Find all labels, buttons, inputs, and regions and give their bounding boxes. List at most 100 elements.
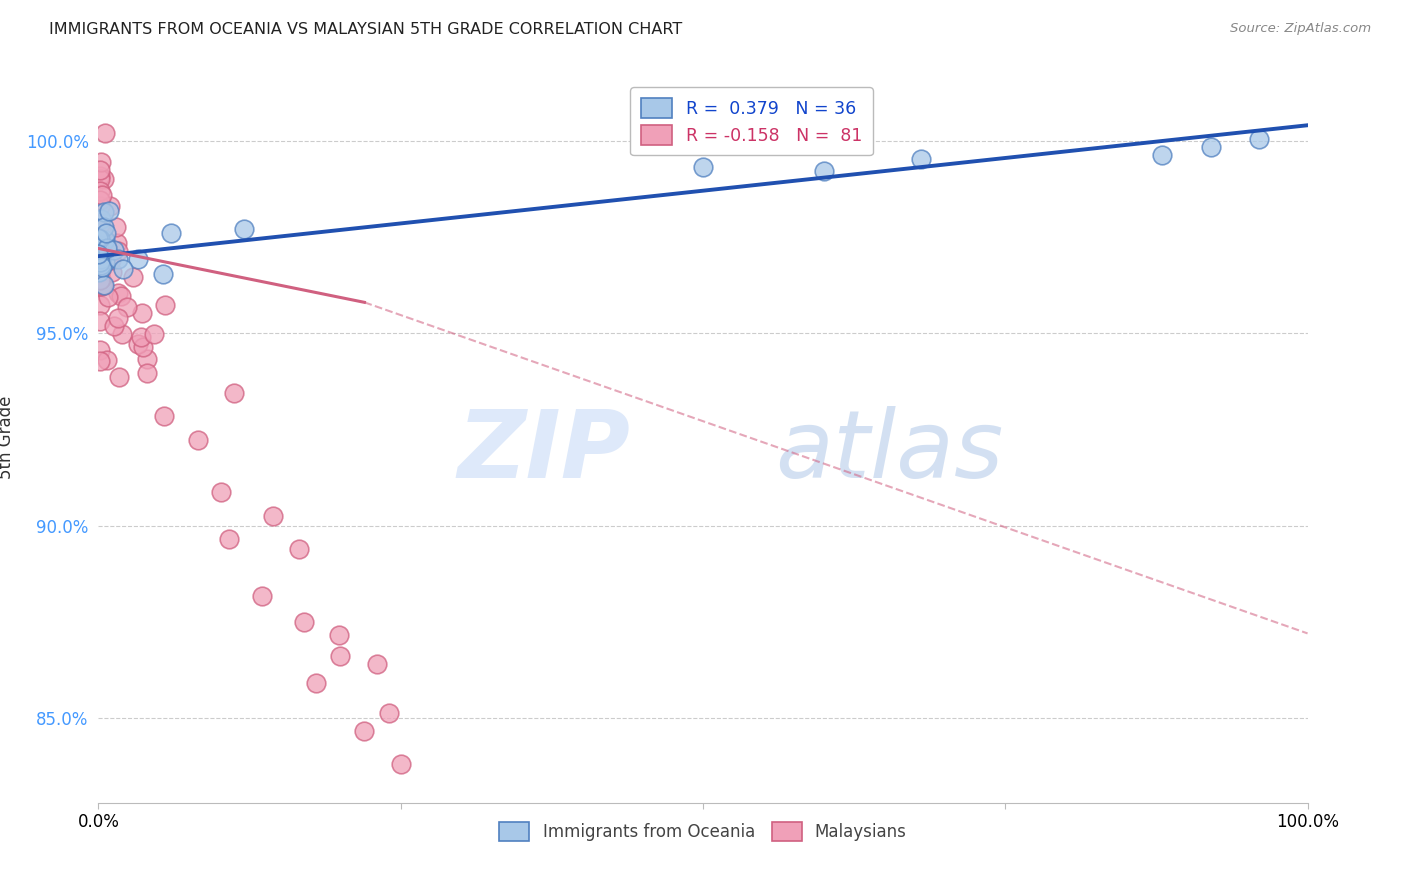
Point bbox=[305, 676, 328, 690]
Point bbox=[87, 236, 110, 251]
Point bbox=[89, 232, 111, 246]
Point bbox=[107, 311, 129, 326]
Point bbox=[89, 273, 111, 287]
Point bbox=[93, 234, 115, 248]
Point bbox=[90, 252, 112, 266]
Point bbox=[153, 409, 176, 423]
Point bbox=[89, 255, 111, 269]
Point bbox=[813, 164, 835, 178]
Point bbox=[132, 341, 155, 355]
Point bbox=[89, 234, 111, 248]
Point bbox=[107, 252, 129, 267]
Point bbox=[90, 155, 112, 169]
Point bbox=[89, 233, 111, 247]
Point bbox=[90, 224, 112, 238]
Point bbox=[89, 230, 111, 244]
Y-axis label: 5th Grade: 5th Grade bbox=[0, 395, 14, 479]
Point bbox=[377, 706, 399, 721]
Point bbox=[91, 260, 114, 274]
Point bbox=[89, 279, 111, 293]
Point bbox=[389, 757, 412, 772]
Point bbox=[89, 245, 111, 260]
Point bbox=[89, 172, 111, 186]
Point bbox=[89, 226, 111, 240]
Point bbox=[89, 245, 111, 260]
Point bbox=[89, 260, 111, 274]
Point bbox=[292, 615, 315, 629]
Point bbox=[329, 648, 352, 663]
Point bbox=[107, 286, 129, 301]
Point bbox=[89, 169, 111, 183]
Point bbox=[108, 369, 131, 384]
Point bbox=[94, 126, 117, 140]
Point bbox=[262, 508, 284, 523]
Point bbox=[232, 221, 254, 235]
Point bbox=[89, 162, 111, 177]
Point bbox=[160, 227, 183, 241]
Point bbox=[127, 252, 149, 266]
Point bbox=[692, 160, 714, 174]
Point bbox=[89, 223, 111, 237]
Point bbox=[218, 533, 240, 547]
Point bbox=[105, 235, 128, 250]
Legend: Immigrants from Oceania, Malaysians: Immigrants from Oceania, Malaysians bbox=[491, 814, 915, 849]
Point bbox=[87, 247, 110, 261]
Point bbox=[89, 254, 111, 268]
Point bbox=[89, 184, 111, 198]
Point bbox=[107, 244, 129, 258]
Point bbox=[89, 265, 111, 279]
Point bbox=[131, 305, 153, 319]
Point bbox=[89, 199, 111, 213]
Point bbox=[111, 326, 134, 341]
Point bbox=[98, 199, 121, 213]
Point bbox=[87, 236, 110, 251]
Point bbox=[96, 241, 118, 255]
Point bbox=[93, 220, 115, 235]
Point bbox=[135, 366, 157, 380]
Point bbox=[90, 212, 112, 227]
Point bbox=[910, 153, 932, 167]
Point bbox=[98, 203, 121, 218]
Point bbox=[90, 276, 112, 290]
Point bbox=[90, 277, 112, 291]
Point bbox=[97, 251, 120, 265]
Point bbox=[90, 187, 112, 202]
Point bbox=[153, 298, 176, 312]
Point bbox=[115, 300, 138, 314]
Point bbox=[91, 278, 114, 293]
Point bbox=[1249, 131, 1271, 145]
Point bbox=[142, 326, 165, 341]
Text: atlas: atlas bbox=[776, 406, 1004, 497]
Point bbox=[90, 228, 112, 243]
Point bbox=[96, 241, 118, 255]
Point bbox=[328, 627, 350, 641]
Point bbox=[224, 386, 246, 401]
Point bbox=[89, 354, 111, 368]
Point bbox=[152, 267, 174, 281]
Point bbox=[90, 262, 112, 277]
Point bbox=[100, 265, 122, 279]
Point bbox=[122, 270, 145, 285]
Point bbox=[90, 258, 112, 272]
Point bbox=[87, 230, 110, 244]
Point bbox=[252, 589, 274, 603]
Point bbox=[87, 238, 110, 252]
Point bbox=[93, 278, 115, 293]
Point bbox=[89, 193, 111, 207]
Point bbox=[1199, 140, 1222, 154]
Point bbox=[89, 343, 111, 357]
Text: Source: ZipAtlas.com: Source: ZipAtlas.com bbox=[1230, 22, 1371, 36]
Point bbox=[127, 336, 149, 351]
Point bbox=[129, 330, 152, 344]
Point bbox=[100, 252, 122, 267]
Point bbox=[90, 279, 112, 293]
Point bbox=[89, 217, 111, 231]
Point bbox=[89, 313, 111, 327]
Text: ZIP: ZIP bbox=[457, 406, 630, 498]
Point bbox=[187, 434, 209, 448]
Point bbox=[96, 227, 118, 241]
Point bbox=[93, 252, 115, 267]
Point bbox=[94, 255, 117, 269]
Point bbox=[103, 318, 125, 333]
Point bbox=[110, 289, 132, 303]
